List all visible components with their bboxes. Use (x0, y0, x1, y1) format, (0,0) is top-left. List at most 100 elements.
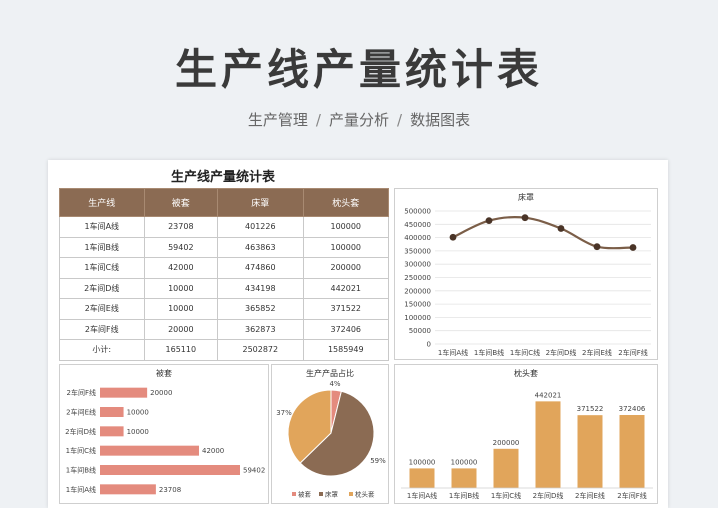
bar-data-label: 372406 (619, 405, 646, 413)
data-point[interactable] (449, 233, 457, 241)
pie-percent-label: 37% (276, 409, 292, 417)
breadcrumb-item-production[interactable]: 生产管理 (247, 111, 308, 129)
table-cell[interactable]: 100000 (302, 236, 390, 258)
pie-chart-panel: 生产产品占比 4% 59% 37% 被套 床罩 枕头套 (271, 364, 389, 504)
hbar-chart-panel: 被套 2车间F线 20000 2车间E线 10000 2车间D线 10000 1车间C线 42… (59, 364, 269, 504)
table-cell[interactable]: 59402 (143, 236, 219, 258)
bar[interactable] (100, 484, 156, 495)
table-cell[interactable]: 442021 (302, 277, 390, 299)
breadcrumb-item-charts[interactable]: 数据图表 (410, 111, 471, 129)
table-header-cell: 枕头套 (302, 188, 390, 217)
table-cell[interactable]: 1车间C线 (59, 257, 145, 279)
table-cell[interactable]: 2车间F线 (59, 318, 145, 340)
table-cell[interactable]: 365852 (217, 298, 304, 320)
bar[interactable] (619, 415, 645, 488)
x-tick-label: 1车间C线 (510, 348, 540, 357)
table-header-cell: 被套 (143, 188, 219, 217)
table-cell[interactable]: 2502872 (217, 339, 304, 361)
data-point[interactable] (629, 244, 637, 251)
bar-data-label: 42000 (202, 447, 224, 455)
table-cell[interactable]: 20000 (143, 318, 219, 340)
x-tick-label: 1车间A线 (407, 491, 437, 500)
table-cell[interactable]: 1车间B线 (59, 236, 145, 258)
pie-slice[interactable] (287, 389, 332, 464)
data-point[interactable] (557, 225, 565, 232)
table-cell[interactable]: 200000 (302, 257, 390, 279)
bar[interactable] (493, 448, 519, 488)
x-tick-label: 2车间F线 (618, 348, 647, 357)
x-tick-label: 1车间B线 (474, 348, 504, 357)
bar[interactable] (100, 426, 124, 437)
production-table: 生产线 被套 床罩 枕头套 1车间A线 23708 401226 100000 1车间B… (59, 188, 390, 361)
table-row: 1车间A线 23708 401226 100000 (59, 216, 390, 238)
y-tick-label: 200000 (404, 287, 431, 295)
table-cell[interactable]: 434198 (217, 277, 304, 299)
pie-chart: 4% 59% 37% 被套 床罩 枕头套 (276, 380, 386, 499)
data-point[interactable] (593, 243, 601, 251)
table-cell[interactable]: 小计: (59, 339, 145, 361)
bar[interactable] (577, 415, 603, 488)
table-cell[interactable]: 42000 (143, 257, 219, 279)
y-tick-label: 350000 (404, 247, 431, 255)
table-cell[interactable]: 362873 (217, 318, 304, 340)
bar[interactable] (100, 387, 148, 398)
table-cell[interactable]: 463863 (217, 236, 304, 258)
bar-data-label: 200000 (493, 439, 520, 447)
breadcrumb-item-analysis[interactable]: 产量分析 (328, 111, 389, 129)
x-tick-label: 2车间E线 (582, 348, 612, 357)
x-tick-label: 2车间D线 (533, 491, 564, 500)
table-cell[interactable]: 165110 (143, 339, 219, 361)
table-cell[interactable]: 2车间D线 (59, 277, 145, 299)
table-cell[interactable]: 1585949 (302, 339, 390, 361)
spreadsheet-card: 生产线产量统计表 生产线 被套 床罩 枕头套 1车间A线 23708 401226 1… (48, 160, 668, 508)
table-cell[interactable]: 10000 (143, 298, 219, 320)
table-cell[interactable]: 23708 (143, 216, 219, 238)
table-row: 1车间C线 42000 474860 200000 (59, 257, 390, 279)
pie-slice[interactable] (299, 390, 375, 477)
bar-category-label: 1车间C线 (66, 446, 96, 455)
bar[interactable] (100, 407, 124, 417)
table-cell[interactable]: 371522 (302, 298, 390, 320)
bar[interactable] (100, 445, 199, 456)
vbar-chart-title: 枕头套 (514, 369, 538, 378)
table-cell[interactable]: 372406 (302, 318, 390, 340)
bar[interactable] (100, 465, 240, 475)
table-cell[interactable]: 474860 (217, 257, 304, 279)
series-line (452, 216, 634, 250)
legend-label: 被套 (298, 490, 312, 499)
table-cell[interactable]: 10000 (143, 277, 219, 299)
data-point[interactable] (485, 217, 493, 225)
x-tick-label: 2车间E线 (575, 491, 605, 500)
legend-swatch (319, 492, 323, 496)
line-chart-panel: 床罩 0 50000 100000 150000 200000 250000 300000 3… (394, 188, 658, 360)
legend-label: 床罩 (325, 490, 339, 499)
table-row: 2车间E线 10000 365852 371522 (59, 298, 390, 320)
legend-label: 枕头套 (355, 490, 375, 499)
table-total-row: 小计: 165110 2502872 1585949 (59, 339, 390, 361)
pie-percent-label: 4% (329, 380, 340, 388)
table-cell[interactable]: 1车间A线 (59, 216, 145, 238)
breadcrumb-separator: / (315, 111, 321, 129)
bar-data-label: 100000 (409, 458, 436, 466)
breadcrumb: 生产管理 / 产量分析 / 数据图表 (0, 109, 718, 130)
bar-category-label: 1车间B线 (66, 466, 96, 475)
x-tick-label: 2车间F线 (617, 491, 646, 500)
bar-category-label: 2车间F线 (67, 388, 96, 397)
bar[interactable] (409, 468, 435, 488)
bar[interactable] (451, 468, 477, 488)
table-cell[interactable]: 2车间E线 (59, 298, 145, 320)
sheet-title: 生产线产量统计表 (170, 170, 275, 185)
pie-chart-title: 生产产品占比 (306, 369, 354, 378)
x-tick-label: 1车间B线 (449, 491, 479, 500)
breadcrumb-separator: / (397, 111, 403, 129)
data-point[interactable] (521, 214, 529, 222)
y-tick-label: 450000 (404, 221, 431, 229)
bar-data-label: 10000 (127, 409, 149, 417)
y-tick-label: 500000 (404, 208, 431, 216)
table-header-cell: 床罩 (217, 188, 304, 217)
vbar-chart: 100000 1车间A线 100000 1车间B线 200000 1车间C线 442021 2… (401, 391, 653, 500)
table-cell[interactable]: 401226 (217, 216, 304, 238)
bar-category-label: 1车间A线 (66, 485, 96, 494)
table-cell[interactable]: 100000 (302, 216, 390, 238)
bar[interactable] (535, 401, 561, 488)
